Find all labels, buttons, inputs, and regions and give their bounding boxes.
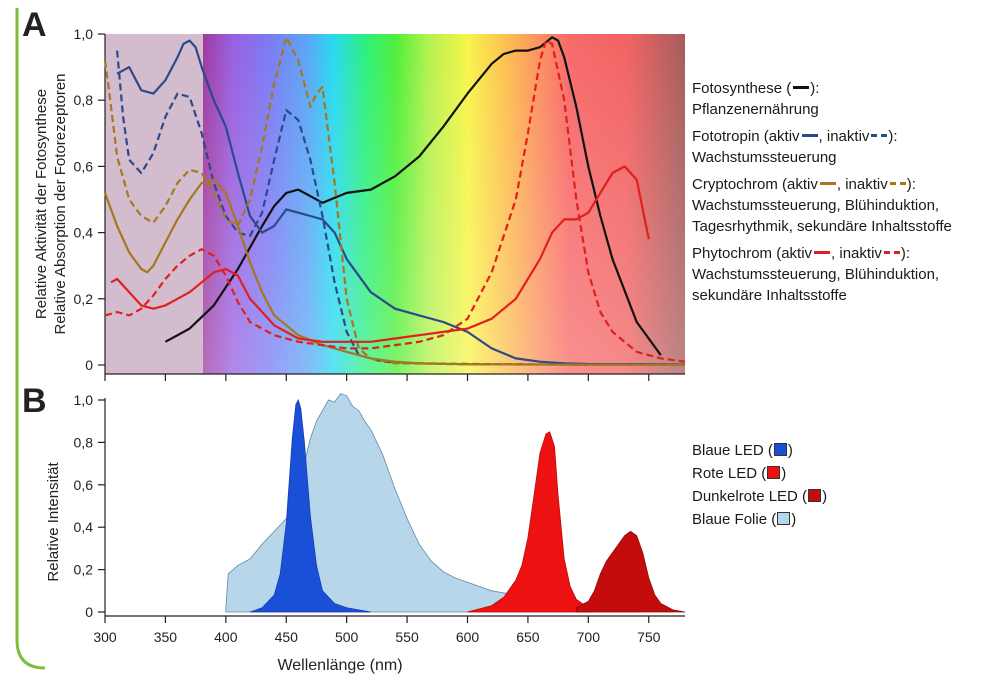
series-fotosynthese xyxy=(164,36,662,356)
panel-b-series xyxy=(225,393,686,613)
panel-b-x-tick-label: 700 xyxy=(577,629,601,645)
panel-a-legend: Fotosynthese (): Pflanzenernährung Fototro… xyxy=(692,78,952,312)
legend-b-entry: Rote LED () xyxy=(692,465,787,482)
panel-a-axes: 0 0,2 0,4 0,6 0,8 1,0 xyxy=(74,26,685,381)
legend-b-entry: Blaue LED () xyxy=(692,442,793,459)
panel-b-x-tick-label: 500 xyxy=(335,629,359,645)
panel-a-y-tick-label: 0,4 xyxy=(74,225,94,241)
panel-b-y-tick-label: 0,8 xyxy=(74,434,94,450)
panel-b-x-tick-label: 300 xyxy=(93,629,117,645)
legend-a-entry: Cryptochrom (aktiv, inaktiv): Wachstumsst… xyxy=(692,176,952,235)
panel-a-y-tick-label: 0,2 xyxy=(74,291,94,307)
legend-solid-swatch xyxy=(819,182,836,186)
panel-a-y-tick-label: 0 xyxy=(85,357,93,373)
legend-color-box xyxy=(808,489,822,502)
area-rote-led xyxy=(467,431,589,613)
panel-b-letter: B xyxy=(22,382,47,420)
area-dunkelrote-led xyxy=(575,530,686,613)
series-phytochrom-aktiv xyxy=(110,165,650,343)
panel-b-y-tick-label: 0,4 xyxy=(74,519,94,535)
panel-b-x-tick-label: 400 xyxy=(214,629,238,645)
legend-a-desc: Wachstumssteuerung, Blühinduktion, xyxy=(692,266,940,283)
panel-b-y-tick-label: 1,0 xyxy=(74,392,94,408)
panel-b-xlabel: Wellenlänge (nm) xyxy=(277,657,402,674)
frame-corner xyxy=(15,8,46,670)
panel-a-y-tick-label: 1,0 xyxy=(74,26,94,42)
legend-a-entry: Fotosynthese (): Pflanzenernährung xyxy=(692,78,952,120)
panel-b-x-tick-label: 650 xyxy=(516,629,540,645)
legend-a-desc: Tagesrhythmik, sekundäre Inhaltsstoffe xyxy=(692,218,952,235)
legend-solid-swatch xyxy=(793,86,810,90)
panel-a-series xyxy=(103,36,686,366)
legend-solid-swatch xyxy=(814,251,831,255)
panel-b-x-tick-label: 450 xyxy=(275,629,299,645)
legend-b-entry: Dunkelrote LED () xyxy=(692,488,828,505)
legend-dashed-swatch xyxy=(871,134,888,138)
panel-b-x-tick-label: 600 xyxy=(456,629,480,645)
panel-b-y-tick-label: 0,2 xyxy=(74,562,94,578)
legend-dashed-swatch xyxy=(889,182,906,186)
panel-b-ylabel: Relative Intensität xyxy=(45,462,62,582)
series-phytochrom-inaktiv xyxy=(104,39,686,363)
panel-b-y-tick-label: 0,6 xyxy=(74,477,94,493)
legend-a-entry: Fototropin (aktiv, inaktiv): Wachstumsste… xyxy=(692,126,952,168)
legend-a-desc: Wachstumssteuerung, Blühinduktion, xyxy=(692,197,940,214)
panel-a-background xyxy=(105,34,685,374)
legend-b-entry: Blaue Folie () xyxy=(692,511,797,528)
legend-dashed-swatch xyxy=(883,251,900,255)
panel-b-axes: 300 350 400 450 500 550 600 650 700 750 0 0,2 0,4 0,6… xyxy=(74,392,685,645)
legend-solid-swatch xyxy=(801,134,818,138)
area-blaue-led xyxy=(249,398,371,613)
legend-a-entry: Phytochrom (aktiv, inaktiv): Wachstumsste… xyxy=(692,243,952,306)
legend-color-box xyxy=(777,512,791,525)
panel-b-x-tick-label: 550 xyxy=(395,629,419,645)
legend-a-desc: Pflanzenernährung xyxy=(692,101,819,118)
series-fototropin-aktiv xyxy=(116,39,686,366)
legend-a-desc: Wachstumssteuerung xyxy=(692,149,837,166)
legend-color-box xyxy=(767,466,781,479)
legend-a-desc: sekundäre Inhaltsstoffe xyxy=(692,287,847,304)
panel-a-ylabel-line1: Relative Aktivität der Fotosynthese xyxy=(33,89,50,319)
panel-a-y-tick-label: 0,8 xyxy=(74,92,94,108)
panel-a-letter: A xyxy=(22,6,47,44)
series-cryptochrom-aktiv xyxy=(103,178,685,366)
panel-a-ylabel-line2: Relative Absorption der Fotorezeptoren xyxy=(52,74,69,335)
panel-b-x-tick-label: 350 xyxy=(154,629,178,645)
panel-b-y-tick-label: 0 xyxy=(85,604,93,620)
panel-a-y-tick-label: 0,6 xyxy=(74,158,94,174)
legend-color-box xyxy=(773,443,787,456)
series-cryptochrom-inaktiv xyxy=(103,36,685,366)
panel-b-x-tick-label: 750 xyxy=(637,629,661,645)
panel-b-legend: Blaue LED () Rote LED () Dunkelrote LED ()… xyxy=(692,440,827,532)
